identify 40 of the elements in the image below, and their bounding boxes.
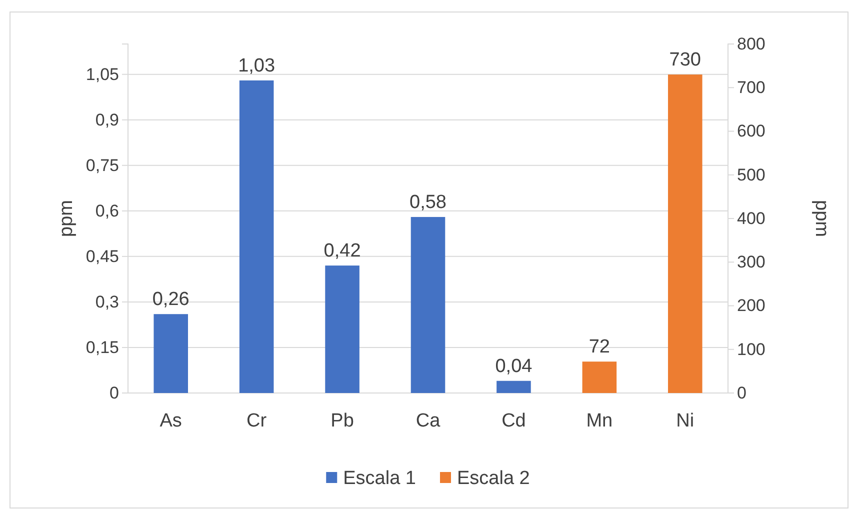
y-tick-label: 0,15: [86, 338, 119, 357]
y-tick-label: 0,3: [95, 292, 119, 312]
y-axis-title: ppm: [56, 200, 77, 237]
bar: [239, 80, 274, 393]
y2-tick-label: 500: [737, 165, 766, 184]
data-label: 1,03: [238, 55, 276, 76]
legend-label: Escala 1: [343, 468, 416, 489]
data-label: 0,42: [324, 240, 361, 262]
legend-label: Escala 2: [457, 468, 530, 489]
y-tick-label: 0,9: [95, 110, 119, 130]
x-tick-label: Mn: [586, 410, 613, 432]
bar: [325, 266, 360, 393]
bar: [410, 216, 446, 393]
x-tick-label: Cr: [246, 410, 268, 432]
y-tick-label: 0,75: [86, 156, 119, 175]
data-label: 0,58: [410, 192, 446, 213]
y-tick-label: 0,6: [95, 201, 119, 220]
x-tick-label: As: [160, 410, 182, 432]
y2-tick-label: 0: [737, 383, 746, 402]
x-tick-label: Pb: [330, 410, 354, 432]
y-tick-label: 0: [110, 383, 119, 402]
y-tick-label: 1,05: [86, 64, 119, 84]
y2-tick-label: 400: [737, 208, 766, 228]
bar: [154, 314, 188, 393]
y2-tick-label: 700: [737, 78, 766, 98]
x-tick-label: Cd: [502, 410, 526, 432]
y2-tick-label: 200: [737, 296, 766, 316]
data-label: 72: [588, 336, 610, 358]
y2-tick-label: 100: [737, 340, 766, 359]
y2-axis-title: ppm: [811, 200, 832, 237]
x-tick-label: Ni: [676, 410, 694, 432]
bar: [496, 380, 531, 393]
data-label: 730: [669, 50, 701, 71]
x-tick-label: Ca: [416, 410, 441, 432]
y2-tick-label: 800: [737, 34, 766, 54]
y-tick-label: 0,45: [86, 246, 119, 266]
data-label: 0,26: [152, 289, 190, 310]
y2-tick-label: 600: [737, 122, 766, 141]
y2-tick-label: 300: [737, 252, 766, 272]
data-label: 0,04: [495, 356, 533, 377]
